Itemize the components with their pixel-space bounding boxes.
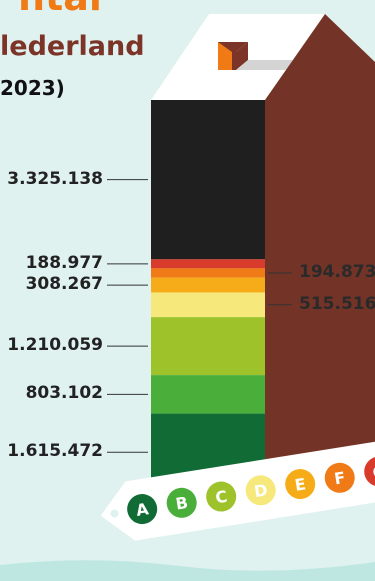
energy-badge-letter-b: B (174, 493, 189, 514)
chimney-side (232, 42, 248, 70)
bar-segment-2 (151, 259, 265, 269)
chimney-top (218, 42, 248, 52)
value-label-2: 188.977 (25, 252, 103, 273)
value-label-4: 308.267 (25, 274, 103, 295)
energy-badge-letter-f: F (333, 468, 347, 488)
leader-lines (107, 179, 292, 453)
bar-segment-5 (151, 292, 265, 318)
energy-badge-letter-a: A (135, 499, 151, 520)
bar-segment-3 (151, 268, 265, 278)
bar-segment-4 (151, 277, 265, 293)
energy-badge-b (166, 487, 197, 518)
energy-badge-d (245, 475, 276, 506)
energy-badge-letter-g: G (371, 462, 375, 483)
tag-hole (110, 509, 119, 518)
chimney-shadow (236, 60, 300, 70)
bar-segment-7 (151, 375, 265, 414)
bar-segment-6 (151, 317, 265, 376)
energy-badge-f (324, 462, 355, 493)
value-label-1: 3.325.138 (7, 168, 103, 189)
energy-badge-letter-e: E (293, 474, 307, 494)
bar-segment-1 (151, 100, 265, 260)
energy-badges: A B C D E F G (127, 456, 375, 525)
energy-label-tag: A B C D E F G (100, 439, 375, 541)
value-label-3: 194.873 (299, 262, 375, 283)
value-label-5: 515.516 (299, 293, 375, 314)
ground-wave (0, 560, 375, 581)
energy-badge-letter-c: C (214, 487, 229, 508)
value-label-7: 803.102 (25, 383, 103, 404)
page-title-top: ntal (18, 0, 102, 16)
value-label-8: 1.615.472 (7, 441, 103, 462)
energy-badge-letter-d: D (253, 480, 269, 501)
energy-badge-c (206, 481, 237, 512)
bars-group (151, 100, 265, 491)
value-label-6: 1.210.059 (7, 335, 103, 356)
energy-badge-e (285, 469, 316, 500)
energy-badge-g (364, 456, 375, 487)
house-side-wall (265, 14, 375, 490)
page-year: 2023) (0, 76, 65, 100)
page-subtitle: lederland (0, 31, 145, 62)
energy-badge-a (127, 494, 158, 525)
